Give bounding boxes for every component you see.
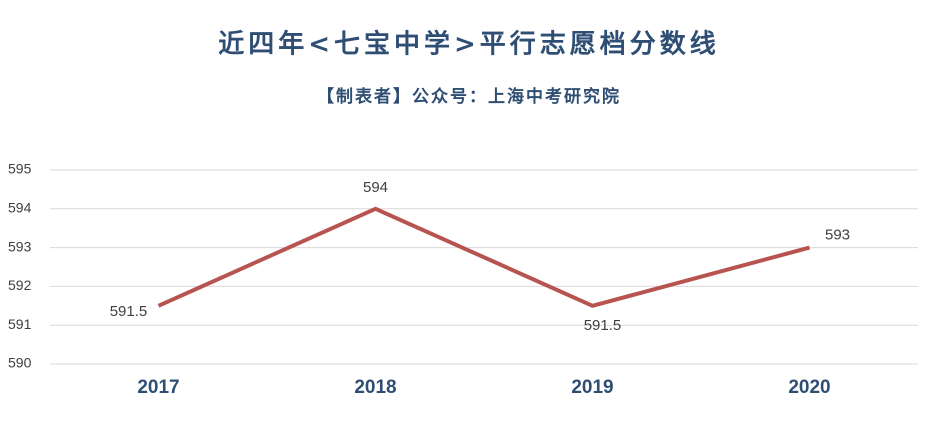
chart-subtitle: 【制表者】公众号：上海中考研究院	[317, 86, 621, 107]
y-tick-label: 593	[8, 238, 32, 254]
x-tick-label: 2018	[354, 377, 396, 398]
data-label: 593	[825, 227, 850, 244]
data-label: 591.5	[110, 303, 148, 320]
data-label: 594	[363, 179, 388, 196]
x-tick-label: 2017	[137, 377, 179, 398]
y-tick-label: 595	[8, 161, 32, 177]
y-tick-label: 590	[8, 355, 32, 371]
y-tick-label: 591	[8, 316, 32, 332]
y-tick-label: 592	[8, 277, 32, 293]
line	[157, 206, 811, 308]
data-label: 591.5	[584, 317, 622, 334]
x-tick-label: 2019	[571, 377, 613, 398]
chart-title: 近四年<七宝中学>平行志愿档分数线	[218, 29, 720, 60]
y-tick-label: 594	[8, 200, 32, 216]
x-tick-label: 2020	[788, 377, 830, 398]
